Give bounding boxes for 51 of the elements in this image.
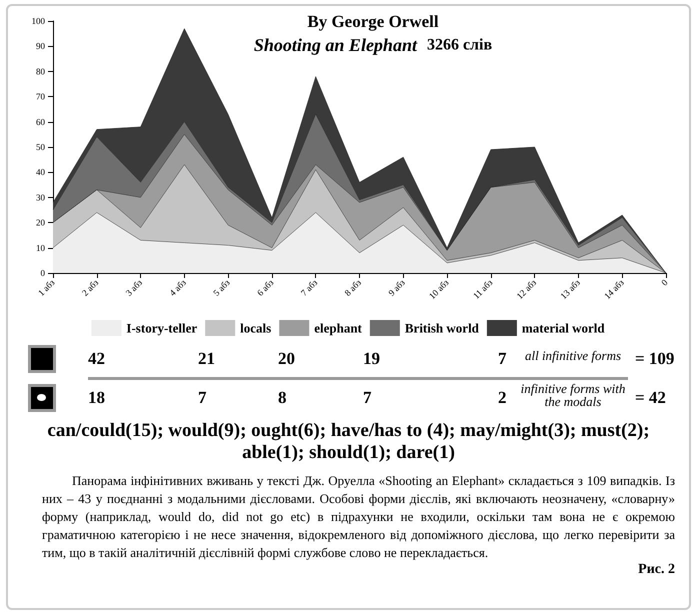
x-tick-label: 0 bbox=[659, 277, 670, 288]
text: 7 bbox=[363, 388, 372, 408]
x-tick-label: 3 абз bbox=[124, 277, 144, 298]
y-tick-label: 30 bbox=[36, 192, 46, 202]
x-tick-label: 4 абз bbox=[167, 277, 188, 298]
text: Панорама інфінітивних вживань у тексті Дж. Оруелла «Shooting an Elephant» складається з 109 випадків. Із них – 43 у поєднанні з модальними дієсловами. Особові форми дієслів, які включають неозначену, «словарну» форму (наприклад, would do, did not go etc) в підрахунки не входили, оскільки там вона не є окремою граматичною категорією і не несе значення, відокремленого від допоміжного дієслова, що легко перевірити за тим, що в такій аналітичній дієслівній формі службове слово не перекладається. bbox=[42, 472, 675, 562]
legend-label: I-story-teller bbox=[126, 320, 198, 336]
text: 20 bbox=[278, 349, 295, 369]
x-tick-label: 12 абз bbox=[514, 277, 538, 302]
y-tick-label: 100 bbox=[32, 16, 46, 26]
text: all infinitive forms bbox=[524, 348, 622, 363]
text: 21 bbox=[198, 349, 215, 369]
x-tick-label: 5 абз bbox=[211, 277, 232, 298]
x-tick-label: 6 абз bbox=[255, 277, 276, 298]
x-tick-label: 13 абз bbox=[558, 277, 582, 302]
text: 2 bbox=[498, 388, 506, 408]
x-tick-label: 7 абз bbox=[298, 277, 320, 298]
text: 18 bbox=[88, 388, 105, 408]
text: = 42 bbox=[635, 388, 666, 408]
annotation: 3266 слів bbox=[426, 36, 492, 54]
y-tick-label: 40 bbox=[36, 167, 46, 178]
text: 7 bbox=[498, 349, 506, 369]
chart-title: By George Orwell bbox=[307, 12, 439, 31]
y-tick-label: 70 bbox=[36, 92, 46, 102]
legend-label: material world bbox=[522, 320, 606, 336]
x-tick-label: 2 абз bbox=[80, 277, 101, 298]
y-tick-label: 90 bbox=[36, 41, 46, 52]
y-tick-label: 0 bbox=[40, 268, 46, 278]
legend-label: locals bbox=[240, 320, 272, 336]
text: 42 bbox=[88, 349, 105, 369]
text: 7 bbox=[198, 388, 206, 408]
x-tick-label: 1 абз bbox=[36, 277, 57, 298]
text: 8 bbox=[278, 388, 286, 408]
legend-label: elephant bbox=[314, 320, 363, 336]
x-tick-label: 11 абз bbox=[471, 277, 495, 301]
y-tick-label: 80 bbox=[36, 66, 46, 76]
x-tick-label: 10 абз bbox=[427, 277, 451, 302]
y-tick-label: 60 bbox=[36, 116, 46, 127]
text: Shooting an Elephant bbox=[254, 35, 418, 55]
text: 19 bbox=[363, 349, 380, 369]
text: can/could(15); would(9); ought(6); have/has to (4); may/might(3); must(2); able(1); should(1); dare(1) bbox=[46, 420, 651, 464]
x-tick-label: 14 абз bbox=[602, 277, 626, 302]
y-tick-label: 20 bbox=[36, 218, 46, 228]
legend-label: British world bbox=[404, 320, 480, 336]
x-tick-label: 8 абз bbox=[342, 277, 364, 298]
y-tick-label: 50 bbox=[36, 142, 46, 152]
text: = 109 bbox=[635, 349, 674, 369]
x-tick-label: 9 абз bbox=[386, 277, 408, 298]
text: infinitive forms with the modals bbox=[520, 381, 626, 409]
text: Рис. 2 bbox=[637, 562, 675, 578]
y-tick-label: 10 bbox=[36, 242, 46, 253]
